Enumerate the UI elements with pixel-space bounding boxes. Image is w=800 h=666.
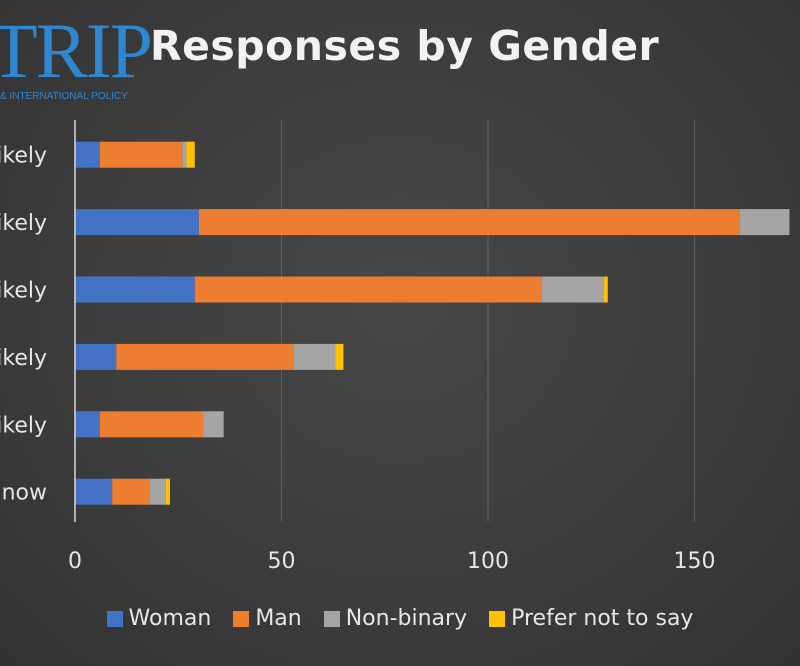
bar-3-prefer-not-to-say [335, 343, 344, 370]
logo-wordmark: TRIP [0, 7, 153, 94]
bar-2-man [194, 276, 542, 303]
bar-4-woman [75, 411, 100, 438]
bar-4-man [99, 411, 204, 438]
category-label-4: ikely [0, 413, 47, 438]
chart-legend: Woman Man Non-binary Prefer not to say [0, 606, 800, 631]
bar-2-prefer-not-to-say [603, 276, 608, 303]
logo-subtitle: & INTERNATIONAL POLICY [0, 91, 128, 102]
legend-item-0: Woman [106, 606, 212, 631]
legend-swatch-2 [323, 610, 340, 627]
category-label-3: ikely [0, 346, 47, 371]
bar-2-non-binary [541, 276, 604, 303]
legend-label-1: Man [255, 606, 302, 631]
x-tick-label-2: 100 [467, 549, 509, 574]
legend-swatch-3 [489, 610, 506, 627]
bar-5-prefer-not-to-say [165, 478, 170, 505]
legend-item-2: Non-binary [323, 606, 468, 631]
bar-3-man [116, 343, 294, 370]
bar-1-woman [75, 209, 199, 236]
bar-chart: ikely ikely ikely ikely ikely now 0 50 100 150 [0, 120, 790, 574]
category-label-2: ikely [0, 279, 47, 304]
bar-5-woman [75, 478, 113, 505]
x-tick-label-1: 50 [268, 549, 296, 574]
legend-item-3: Prefer not to say [489, 606, 693, 631]
legend-label-0: Woman [128, 606, 212, 631]
legend-swatch-0 [106, 610, 123, 627]
category-label-1: ikely [0, 211, 47, 236]
bar-5-man [112, 478, 150, 505]
bar-3-woman [75, 343, 117, 370]
legend-label-3: Prefer not to say [511, 606, 694, 631]
category-label-5: now [2, 481, 47, 506]
trip-logo: TRIP & INTERNATIONAL POLICY [0, 12, 153, 108]
bar-2-woman [75, 276, 195, 303]
bar-1-man [198, 209, 740, 236]
bar-5-non-binary [149, 478, 166, 505]
legend-item-1: Man [233, 606, 302, 631]
bar-0-prefer-not-to-say [186, 141, 195, 168]
bar-4-non-binary [203, 411, 224, 438]
bar-3-non-binary [293, 343, 336, 370]
x-tick-label-0: 0 [68, 549, 82, 574]
bar-1-non-binary [739, 209, 790, 236]
legend-label-2: Non-binary [345, 606, 468, 631]
bar-0-woman [75, 141, 100, 168]
bar-0-non-binary [182, 141, 187, 168]
category-label-0: ikely [0, 144, 47, 169]
bar-0-man [99, 141, 183, 168]
x-tick-label-3: 150 [674, 549, 716, 574]
chart-title: Responses by Gender [150, 22, 660, 70]
legend-swatch-1 [233, 610, 250, 627]
